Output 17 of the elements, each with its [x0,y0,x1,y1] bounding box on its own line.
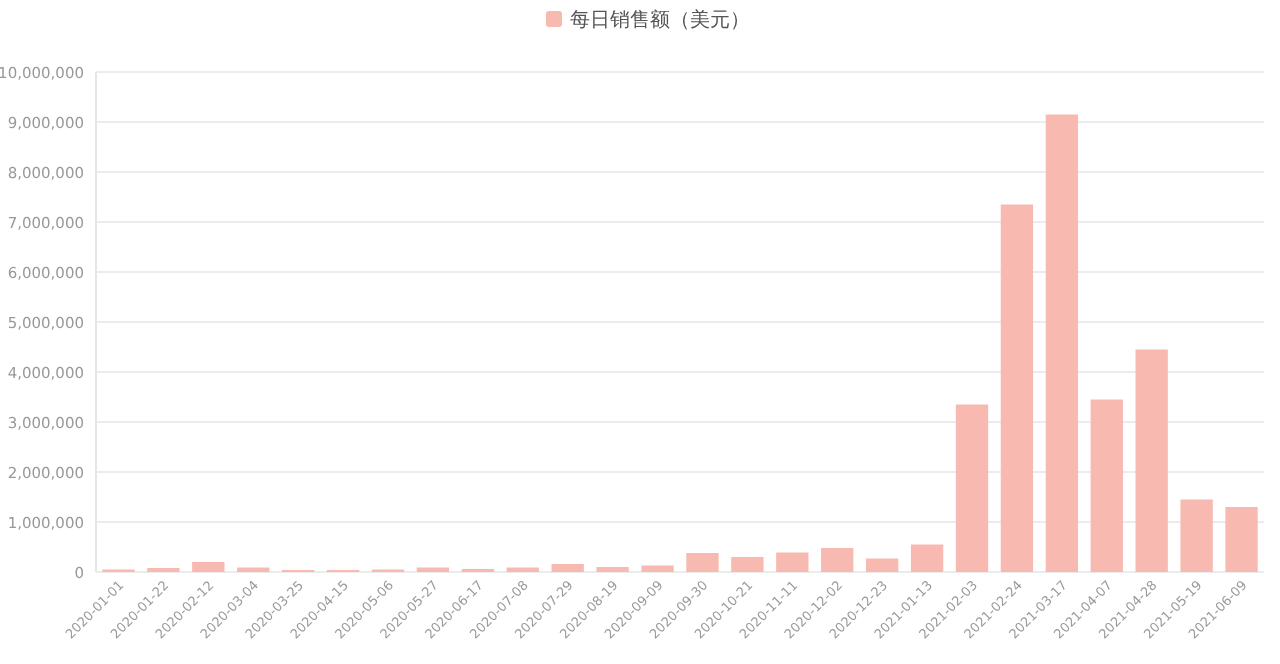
bar [731,557,764,572]
bar [641,565,674,572]
bar [776,552,809,572]
bar [821,548,854,572]
bar [865,558,899,572]
bar [1225,507,1258,572]
bar [955,404,989,572]
bar [1180,499,1213,572]
bar [551,564,584,572]
bar [686,553,719,572]
bar [192,562,225,572]
bar [1045,114,1079,572]
bar [1000,204,1034,572]
bar [1090,399,1123,572]
bar [1135,349,1168,572]
bar [910,544,944,572]
legend-label: 每日销售额（美元） [570,8,750,32]
